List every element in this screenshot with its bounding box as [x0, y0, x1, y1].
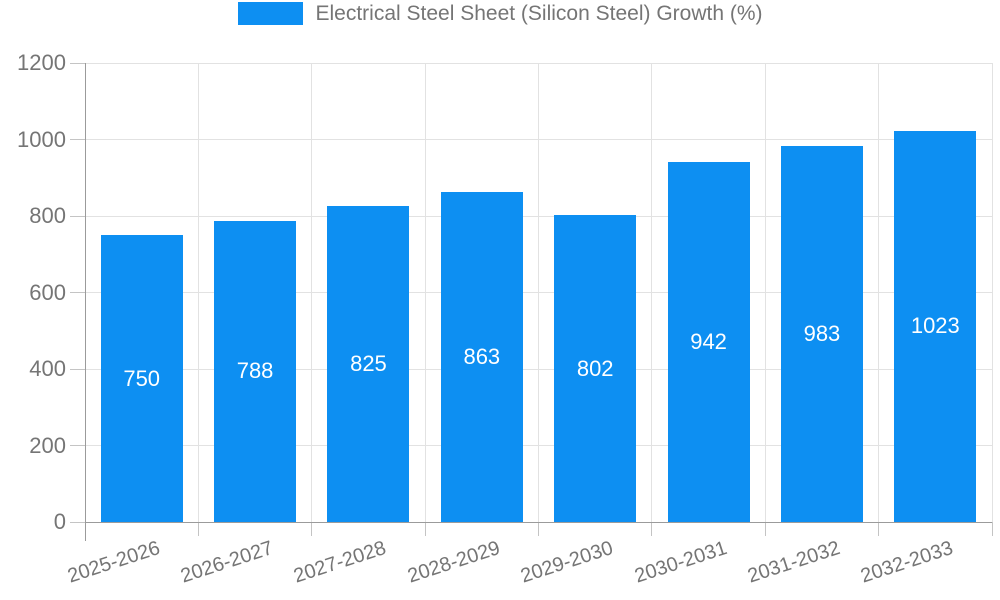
bar-value-label: 825: [350, 351, 387, 377]
bar: [327, 206, 410, 522]
y-tick-label: 600: [29, 279, 66, 305]
bar: [214, 220, 297, 522]
y-tick-mark: [70, 445, 85, 446]
gridline-x: [538, 63, 539, 522]
bar: [780, 146, 863, 522]
bar-value-label: 983: [803, 321, 841, 346]
bar: [100, 235, 183, 522]
legend[interactable]: Electrical Steel Sheet (Silicon Steel) G…: [0, 0, 1000, 26]
bar-value-label: 1023: [910, 313, 960, 339]
x-axis-line: [85, 521, 992, 523]
gridline-x: [878, 63, 880, 522]
bar: [440, 191, 523, 522]
bar-value-label: 788: [236, 358, 274, 384]
gridline-x: [424, 63, 426, 522]
y-tick-mark: [70, 292, 85, 293]
y-tick-label: 1200: [17, 50, 66, 75]
y-tick-label: 400: [29, 356, 66, 381]
y-tick-label: 800: [29, 203, 66, 228]
y-tick-label: 200: [29, 432, 66, 458]
y-tick-label: 0: [53, 509, 66, 534]
x-tick-mark: [764, 522, 766, 536]
bar: [667, 161, 750, 522]
bar-value-label: 863: [463, 343, 501, 369]
y-tick-mark: [70, 521, 85, 523]
bar-value-label: 942: [690, 328, 727, 354]
y-tick-mark: [70, 368, 85, 370]
y-tick-mark: [70, 62, 85, 64]
bar: [554, 215, 637, 522]
gridline-x: [311, 63, 313, 522]
bar-value-label: 750: [123, 365, 161, 391]
bar: [894, 130, 977, 522]
x-tick-mark: [538, 522, 539, 536]
gridline-x: [197, 63, 199, 522]
x-tick-mark: [197, 522, 199, 536]
y-tick-label: 1000: [17, 126, 66, 152]
x-tick-mark: [424, 522, 426, 536]
gridline-x: [651, 63, 653, 522]
y-axis-line: [84, 63, 86, 541]
legend-label: Electrical Steel Sheet (Silicon Steel) G…: [315, 1, 763, 25]
x-tick-mark: [991, 522, 993, 536]
bar-value-label: 802: [576, 355, 614, 381]
y-tick-mark: [70, 139, 85, 140]
gridline-x: [764, 63, 766, 522]
gridline-x: [991, 63, 993, 522]
x-tick-mark: [878, 522, 880, 536]
y-tick-mark: [70, 215, 85, 217]
x-tick-mark: [651, 522, 653, 536]
legend-swatch: [237, 1, 303, 25]
x-tick-mark: [311, 522, 313, 536]
